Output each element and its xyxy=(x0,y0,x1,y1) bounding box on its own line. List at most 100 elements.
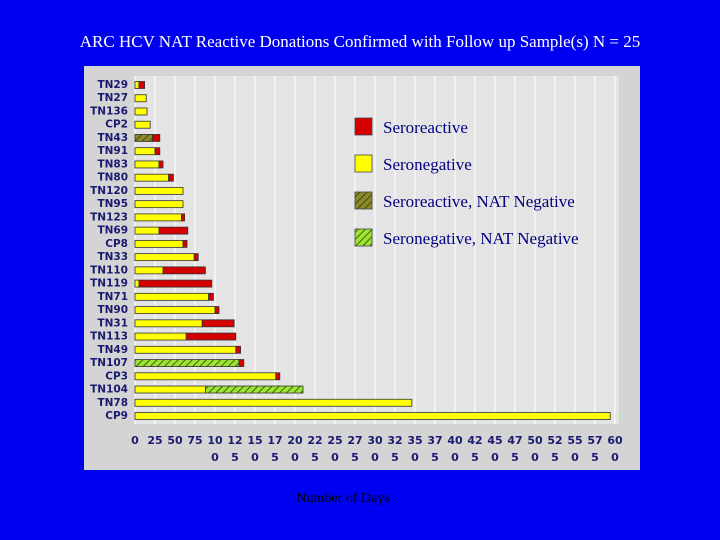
y-tick-label: TN69 xyxy=(97,225,128,237)
bar-segment xyxy=(134,253,195,262)
y-tick-label: TN78 xyxy=(97,397,128,409)
bar-segment xyxy=(214,306,220,314)
y-tick-label: TN107 xyxy=(90,357,128,369)
y-tick-label: TN80 xyxy=(97,172,128,184)
x-tick-label: 30 0 xyxy=(367,434,383,464)
legend-swatch xyxy=(354,154,373,173)
bar-segment xyxy=(134,398,413,407)
y-tick-label: TN71 xyxy=(97,291,128,303)
bar-segment xyxy=(138,81,145,89)
plot-area xyxy=(135,76,619,424)
bar-segment xyxy=(134,200,184,209)
bar-segment xyxy=(134,187,184,195)
bar-segment xyxy=(134,345,237,354)
bar-segment xyxy=(154,147,161,156)
y-tick-label: TN123 xyxy=(90,211,128,223)
bar-segment xyxy=(134,372,277,381)
bar-segment xyxy=(275,372,281,381)
bar-segment xyxy=(134,134,154,142)
y-tick-label: TN113 xyxy=(90,331,128,343)
bar-segment xyxy=(134,239,184,248)
chart-title: ARC HCV NAT Reactive Donations Confirmed… xyxy=(80,32,641,51)
x-tick-label: 25 xyxy=(147,434,162,447)
bar-segment xyxy=(134,412,611,420)
x-tick-label: 47 5 xyxy=(507,434,522,464)
bar-segment xyxy=(168,173,174,182)
bar-segment xyxy=(134,332,187,341)
legend-label: Seronegative, NAT Negative xyxy=(383,229,579,248)
bar-segment xyxy=(180,213,185,222)
bar-segment xyxy=(235,345,242,354)
x-tick-label: 0 xyxy=(131,434,139,447)
bar-segment xyxy=(204,385,304,394)
x-tick-label: 45 0 xyxy=(487,434,502,464)
y-tick-label: CP3 xyxy=(105,370,128,382)
bar-segment xyxy=(134,306,216,314)
bar-segment xyxy=(158,226,189,235)
bar-segment xyxy=(134,213,182,222)
y-tick-label: TN119 xyxy=(90,278,128,290)
x-tick-label: 10 0 xyxy=(207,434,223,464)
bar-segment xyxy=(134,279,140,288)
x-axis-label: Number of Days xyxy=(296,491,389,506)
x-tick-label: 35 0 xyxy=(407,434,422,464)
bar-segment xyxy=(134,359,240,367)
x-tick-label: 75 xyxy=(187,434,202,447)
bar-segment xyxy=(134,107,148,116)
bar-segment xyxy=(134,319,203,328)
y-tick-label: CP9 xyxy=(105,410,128,422)
bar-segment xyxy=(134,160,160,169)
x-tick-label: 25 0 xyxy=(327,434,342,464)
bar-segment xyxy=(138,279,213,288)
x-tick-label: 15 0 xyxy=(247,434,262,464)
x-tick-label: 12 5 xyxy=(227,434,242,464)
legend-label: Seronegative xyxy=(383,155,472,174)
x-tick-label: 37 5 xyxy=(427,434,442,464)
y-tick-label: TN136 xyxy=(90,105,128,117)
x-tick-label: 27 5 xyxy=(347,434,362,464)
bar-segment xyxy=(185,332,237,341)
bar-segment xyxy=(134,385,206,394)
bar-segment xyxy=(134,266,164,275)
x-tick-label: 17 5 xyxy=(267,434,282,464)
y-tick-label: TN27 xyxy=(97,92,128,104)
bar-segment xyxy=(134,147,156,156)
bar-segment xyxy=(134,81,140,89)
bar-segment xyxy=(182,239,188,248)
bar-segment xyxy=(208,292,214,301)
bar-segment xyxy=(193,253,199,262)
bar-segment xyxy=(134,120,151,129)
x-tick-label: 32 5 xyxy=(387,434,402,464)
y-tick-label: TN91 xyxy=(97,145,128,157)
x-tick-label: 20 0 xyxy=(287,434,303,464)
y-tick-label: TN90 xyxy=(97,304,128,316)
legend-label: Seroreactive, NAT Negative xyxy=(383,192,575,211)
x-tick-label: 55 0 xyxy=(567,434,582,464)
legend-swatch xyxy=(354,117,373,136)
y-tick-label: TN104 xyxy=(90,384,128,396)
y-tick-label: TN43 xyxy=(97,132,128,144)
bar-segment xyxy=(162,266,206,275)
x-tick-label: 60 0 xyxy=(607,434,623,464)
x-tick-label: 50 0 xyxy=(527,434,543,464)
bar-segment xyxy=(238,359,245,367)
legend-swatch xyxy=(354,191,373,210)
x-tick-label: 50 xyxy=(167,434,183,447)
bar-segment xyxy=(201,319,235,328)
bar-segment xyxy=(134,173,169,182)
x-tick-label: 57 5 xyxy=(587,434,602,464)
y-tick-label: TN110 xyxy=(90,264,128,276)
x-tick-label: 22 5 xyxy=(307,434,322,464)
bar-segment xyxy=(134,94,147,103)
y-tick-label: TN95 xyxy=(97,198,128,210)
bar-segment xyxy=(152,134,161,142)
bar-segment xyxy=(158,160,164,169)
y-tick-label: CP8 xyxy=(105,238,128,250)
bar-segment xyxy=(134,226,160,235)
y-tick-label: TN31 xyxy=(97,317,128,329)
y-tick-label: TN83 xyxy=(97,158,128,170)
y-tick-label: TN33 xyxy=(97,251,128,263)
x-tick-label: 40 0 xyxy=(447,434,463,464)
y-tick-label: TN29 xyxy=(97,79,128,91)
